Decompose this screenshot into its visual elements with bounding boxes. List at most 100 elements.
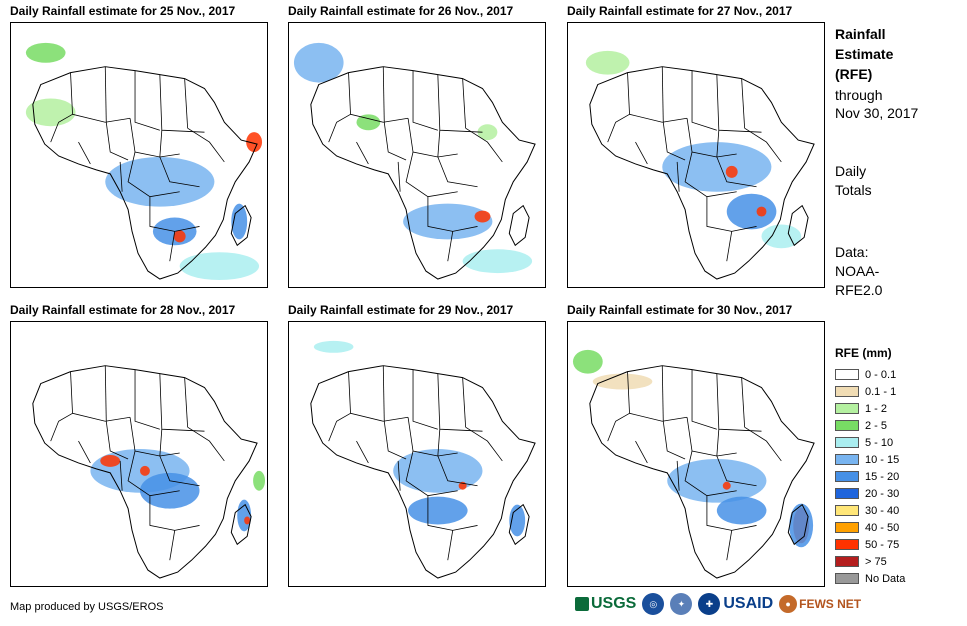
- rainfall-area: [477, 124, 498, 141]
- country-border: [383, 421, 407, 460]
- panel-title-3: Daily Rainfall estimate for 27 Nov., 201…: [567, 4, 793, 18]
- rainfall-area: [462, 249, 533, 274]
- country-border: [405, 151, 458, 198]
- legend-label: 30 - 40: [865, 504, 900, 517]
- country-border: [716, 373, 762, 432]
- country-border: [627, 371, 688, 422]
- madagascar-outline: [787, 204, 809, 247]
- rainfall-area: [408, 496, 468, 525]
- country-border: [662, 421, 686, 460]
- rainfall-layer: [293, 42, 533, 274]
- country-border: [691, 369, 717, 430]
- legend-label: 0 - 0.1: [865, 368, 897, 381]
- country-border: [356, 440, 369, 464]
- ocean: [568, 322, 824, 586]
- africa-rainfall-map: [11, 322, 267, 586]
- country-border: [661, 365, 664, 422]
- country-border: [741, 377, 746, 428]
- country-border: [119, 161, 123, 192]
- country-border: [169, 231, 176, 262]
- country-border: [134, 369, 160, 430]
- country-border: [105, 122, 129, 161]
- fews-logo-text: FEWS NET: [799, 597, 862, 611]
- africa-rainfall-map: [11, 23, 267, 287]
- rainfall-area: [585, 50, 630, 75]
- usgs-wave-icon: [575, 597, 589, 611]
- country-border: [149, 495, 200, 531]
- country-border: [149, 196, 200, 232]
- country-border: [686, 118, 737, 158]
- through-date: Nov 30, 2017: [835, 105, 919, 121]
- country-border: [716, 429, 757, 487]
- product-title-line2: Estimate: [835, 46, 894, 62]
- usaid-logo-text: USAID: [723, 595, 774, 612]
- rainfall-area: [253, 470, 266, 491]
- country-border: [412, 369, 438, 430]
- country-border: [407, 417, 458, 457]
- panel-title-6: Daily Rainfall estimate for 30 Nov., 201…: [567, 303, 793, 317]
- legend-item: 0.1 - 1: [835, 383, 905, 400]
- country-border: [159, 130, 200, 188]
- country-border: [744, 127, 782, 163]
- country-border: [412, 70, 438, 131]
- rainfall-layer: [25, 42, 263, 281]
- country-border: [465, 127, 503, 163]
- map-panel-2: [288, 22, 546, 288]
- legend-item: 0 - 0.1: [835, 366, 905, 383]
- legend-swatch: [835, 386, 859, 397]
- legend-swatch: [835, 437, 859, 448]
- country-border: [397, 161, 401, 192]
- rainfall-area: [662, 142, 772, 192]
- country-border: [184, 377, 189, 428]
- country-border: [328, 113, 351, 143]
- legend-title: RFE (mm): [835, 346, 892, 360]
- rainfall-area: [313, 340, 354, 353]
- usaid-seal-icon: ✚: [698, 593, 721, 615]
- legend-label: 2 - 5: [865, 419, 888, 432]
- legend-item: No Data: [835, 570, 905, 587]
- rainfall-area: [393, 449, 483, 493]
- country-border: [706, 196, 757, 232]
- country-border: [684, 450, 737, 497]
- rainfall-area: [139, 465, 150, 476]
- legend-label: 50 - 75: [865, 538, 900, 551]
- rainfall-area: [572, 349, 603, 374]
- country-border: [78, 440, 91, 464]
- africa-coastline: [589, 365, 815, 579]
- map-panel-1: [10, 22, 268, 288]
- legend-label: > 75: [865, 555, 887, 568]
- legend-swatch: [835, 539, 859, 550]
- legend-label: 20 - 30: [865, 487, 900, 500]
- panel-title-4: Daily Rainfall estimate for 28 Nov., 201…: [10, 303, 236, 317]
- legend-item: 20 - 30: [835, 485, 905, 502]
- fews-net-logo: ● FEWS NET: [779, 595, 861, 613]
- country-border: [706, 495, 757, 531]
- country-border: [129, 118, 180, 158]
- country-border: [328, 412, 351, 442]
- panel-title-5: Daily Rainfall estimate for 29 Nov., 201…: [288, 303, 514, 317]
- madagascar-outline: [230, 204, 252, 247]
- rainfall-layer: [572, 349, 814, 548]
- rainfall-area: [667, 458, 767, 503]
- rainfall-area: [244, 516, 251, 525]
- country-border: [119, 460, 123, 491]
- usgs-logo: USGS: [575, 595, 636, 613]
- country-border: [104, 365, 107, 422]
- country-border: [635, 141, 648, 165]
- legend-swatch: [835, 403, 859, 414]
- country-border: [437, 429, 478, 487]
- through-label: through: [835, 87, 883, 103]
- country-border: [716, 130, 757, 188]
- country-border: [635, 440, 648, 464]
- legend-item: 30 - 40: [835, 502, 905, 519]
- country-border: [437, 74, 483, 133]
- country-border: [159, 373, 205, 432]
- country-border: [676, 161, 680, 192]
- africa-rainfall-map: [568, 322, 824, 586]
- country-border: [159, 429, 200, 487]
- product-title-line1: Rainfall: [835, 26, 886, 42]
- rainfall-area: [592, 373, 653, 390]
- usaid-logo: ✚ USAID: [698, 593, 773, 615]
- product-title: Rainfall Estimate (RFE): [835, 24, 893, 84]
- country-border: [462, 78, 467, 129]
